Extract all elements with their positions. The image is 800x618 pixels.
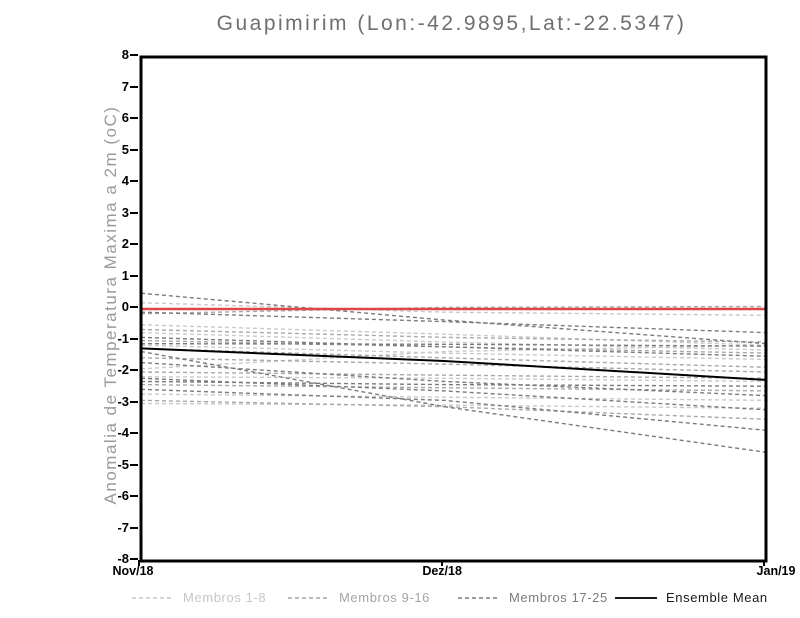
series-line-membros-1-8 bbox=[140, 344, 767, 370]
series-line-ensemble-mean bbox=[140, 347, 767, 381]
series-line-membros-17-25 bbox=[140, 388, 767, 431]
plot-area bbox=[139, 55, 768, 563]
y-tick-mark bbox=[130, 243, 138, 245]
y-tick-mark bbox=[130, 54, 138, 56]
dashed-line-icon bbox=[288, 597, 330, 599]
y-tick-mark bbox=[130, 558, 138, 560]
y-tick-label: -6 bbox=[117, 488, 129, 503]
y-tick-mark bbox=[130, 85, 138, 88]
y-tick-label: 5 bbox=[121, 141, 129, 157]
series-line-membros-17-25 bbox=[140, 292, 767, 345]
series-line-membros-17-25 bbox=[140, 380, 767, 387]
series-line-membros-1-8 bbox=[140, 402, 767, 409]
series-line-membros-17-25 bbox=[140, 311, 767, 334]
series-line-membros-1-8 bbox=[140, 376, 767, 383]
y-tick-mark bbox=[130, 369, 138, 371]
series-line-membros-9-16 bbox=[140, 399, 767, 420]
y-tick-label: -7 bbox=[117, 519, 129, 535]
series-line-membros-1-8 bbox=[140, 331, 767, 351]
series-line-membros-1-8 bbox=[140, 344, 767, 361]
x-tick-label: Nov/18 bbox=[112, 564, 154, 578]
y-tick-label: 2 bbox=[121, 236, 129, 251]
series-line-membros-9-16 bbox=[140, 347, 767, 368]
legend-item-membros-1-8: Membros 1-8 bbox=[132, 591, 266, 605]
y-tick-mark bbox=[130, 463, 138, 466]
y-tick-label: -2 bbox=[117, 362, 129, 377]
y-tick-label: -4 bbox=[117, 425, 129, 440]
legend-label: Membros 9-16 bbox=[339, 590, 431, 605]
series-line-membros-9-16 bbox=[140, 305, 767, 315]
series-line-membros-9-16 bbox=[140, 357, 767, 373]
y-tick-mark bbox=[130, 495, 138, 497]
legend-item-ensemble-mean: Ensemble Mean bbox=[615, 591, 768, 605]
solid-line-icon bbox=[615, 597, 657, 599]
series-line-membros-17-25 bbox=[140, 361, 767, 397]
y-tick-mark bbox=[130, 526, 138, 529]
y-tick-label: 1 bbox=[121, 267, 129, 283]
y-tick-label: 0 bbox=[121, 299, 129, 314]
y-tick-mark bbox=[130, 432, 138, 434]
x-tick-mark bbox=[138, 560, 140, 566]
y-tick-mark bbox=[130, 400, 138, 403]
series-line-membros-17-25 bbox=[140, 350, 767, 454]
x-tick-mark bbox=[763, 560, 765, 566]
x-tick-mark bbox=[441, 560, 444, 566]
legend: Membros 1-8 Membros 9-16 Membros 17-25 Ense… bbox=[0, 591, 800, 607]
y-tick-mark bbox=[130, 306, 138, 308]
legend-item-membros-17-25: Membros 17-25 bbox=[458, 591, 608, 605]
y-tick-label: 3 bbox=[121, 204, 129, 220]
series-line-membros-9-16 bbox=[140, 383, 767, 392]
series-line-membros-1-8 bbox=[140, 393, 767, 402]
y-tick-label: 6 bbox=[121, 110, 129, 125]
y-tick-mark bbox=[130, 211, 138, 214]
legend-item-membros-9-16: Membros 9-16 bbox=[288, 591, 430, 605]
dashed-line-icon bbox=[132, 597, 174, 599]
y-tick-mark bbox=[130, 180, 138, 182]
x-tick-label: Jan/19 bbox=[756, 564, 796, 578]
y-tick-label: -8 bbox=[117, 551, 129, 566]
y-tick-label: 7 bbox=[121, 78, 129, 94]
series-line-membros-1-8 bbox=[140, 324, 767, 346]
series-line-membros-17-25 bbox=[140, 336, 767, 357]
series-line-membros-9-16 bbox=[140, 371, 767, 379]
legend-label: Membros 1-8 bbox=[183, 590, 267, 605]
series-line-membros-9-16 bbox=[140, 328, 767, 343]
series-line-membros-1-8 bbox=[140, 302, 767, 316]
y-tick-mark bbox=[130, 148, 138, 151]
plot-border bbox=[139, 55, 768, 563]
legend-label: Ensemble Mean bbox=[666, 590, 768, 605]
y-tick-label: -1 bbox=[117, 330, 129, 346]
y-tick-mark bbox=[130, 274, 138, 277]
dashed-line-icon bbox=[458, 597, 500, 599]
y-tick-mark bbox=[130, 117, 138, 119]
y-tick-label: -3 bbox=[117, 393, 129, 409]
series-line-membros-17-25 bbox=[140, 342, 767, 347]
x-tick-label: Dez/18 bbox=[422, 564, 462, 578]
chart-title: Guapimirim (Lon:-42.9895,Lat:-22.5347) bbox=[216, 12, 687, 35]
y-tick-mark bbox=[130, 337, 138, 340]
legend-label: Membros 17-25 bbox=[509, 590, 608, 605]
y-tick-label: -5 bbox=[117, 456, 129, 472]
y-tick-label: 4 bbox=[121, 173, 129, 188]
y-tick-label: 8 bbox=[121, 47, 129, 62]
